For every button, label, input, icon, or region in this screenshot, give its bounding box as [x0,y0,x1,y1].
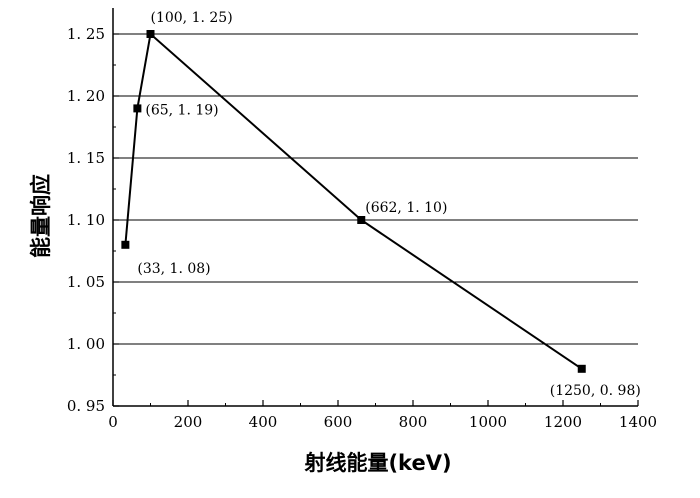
y-tick-label: 1. 00 [67,335,105,353]
x-axis-title: 射线能量(keV) [303,451,451,475]
axis-ticks: 0. 95 1. 00 1. 05 1. 10 1. 15 1. 20 1. 25 0 200 4… [67,25,657,431]
grid-lines [113,33,638,345]
data-point-marker [146,30,155,38]
x-tick-label: 400 [249,413,278,431]
x-tick-label: 200 [174,413,203,431]
data-point-label: (100, 1. 25) [151,10,233,26]
data-point-label: (662, 1. 10) [365,200,447,216]
x-tick-label: 800 [399,413,428,431]
y-tick-label: 1. 05 [67,273,105,291]
data-point-marker [357,216,366,224]
x-tick-label: 1400 [619,413,657,431]
y-tick-label: 1. 15 [67,149,105,167]
x-tick-label: 600 [324,413,353,431]
data-series [121,30,586,373]
y-axis-title: 能量响应 [29,174,53,258]
x-tick-label: 0 [108,413,118,431]
y-tick-label: 0. 95 [67,397,105,415]
data-point-label: (1250, 0. 98) [550,383,641,399]
data-point-marker [121,240,130,249]
y-tick-label: 1. 25 [67,25,105,43]
series-line [124,32,583,370]
point-labels: (33, 1. 08) (65, 1. 19) (100, 1. 25) (662, … [137,10,640,399]
y-tick-label: 1. 20 [67,87,105,105]
y-tick-label: 1. 10 [67,211,105,229]
data-point-label: (33, 1. 08) [137,261,210,277]
x-tick-label: 1200 [544,413,582,431]
data-point-marker [133,104,142,113]
data-point-label: (65, 1. 19) [145,102,218,118]
data-point-marker [577,364,586,373]
x-tick-label: 1000 [469,413,507,431]
